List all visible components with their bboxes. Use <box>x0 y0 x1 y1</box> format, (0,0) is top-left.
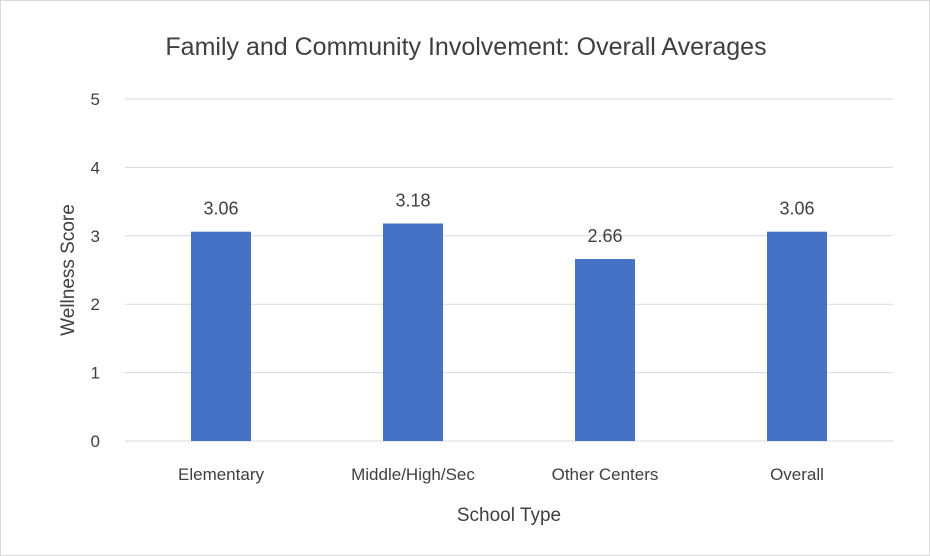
gridlines <box>125 98 893 442</box>
data-label: 3.06 <box>779 199 814 219</box>
data-label: 3.18 <box>395 190 430 210</box>
y-tick-label: 1 <box>91 364 100 383</box>
y-tick-label: 5 <box>91 90 100 109</box>
data-label: 2.66 <box>587 226 622 246</box>
bars <box>191 223 827 441</box>
y-tick-label: 4 <box>91 158 100 177</box>
x-tick-label: Middle/High/Sec <box>351 465 475 484</box>
y-axis-ticks: 0 1 2 3 4 5 <box>91 90 100 451</box>
y-tick-label: 0 <box>91 432 100 451</box>
bar <box>767 231 827 441</box>
y-tick-label: 3 <box>91 227 100 246</box>
y-axis-title: Wellness Score <box>58 204 79 336</box>
bar <box>383 223 443 441</box>
bar <box>191 231 251 441</box>
x-tick-label: Overall <box>770 465 824 484</box>
data-label: 3.06 <box>203 199 238 219</box>
chart-title: Family and Community Involvement: Overal… <box>165 33 766 61</box>
x-tick-label: Other Centers <box>552 465 659 484</box>
data-labels: 3.06 3.18 2.66 3.06 <box>203 190 814 246</box>
x-axis-title: School Type <box>457 505 561 526</box>
x-axis-ticks: Elementary Middle/High/Sec Other Centers Ov… <box>178 465 824 484</box>
y-tick-label: 2 <box>91 295 100 314</box>
x-tick-label: Elementary <box>178 465 264 484</box>
bar <box>575 259 635 441</box>
